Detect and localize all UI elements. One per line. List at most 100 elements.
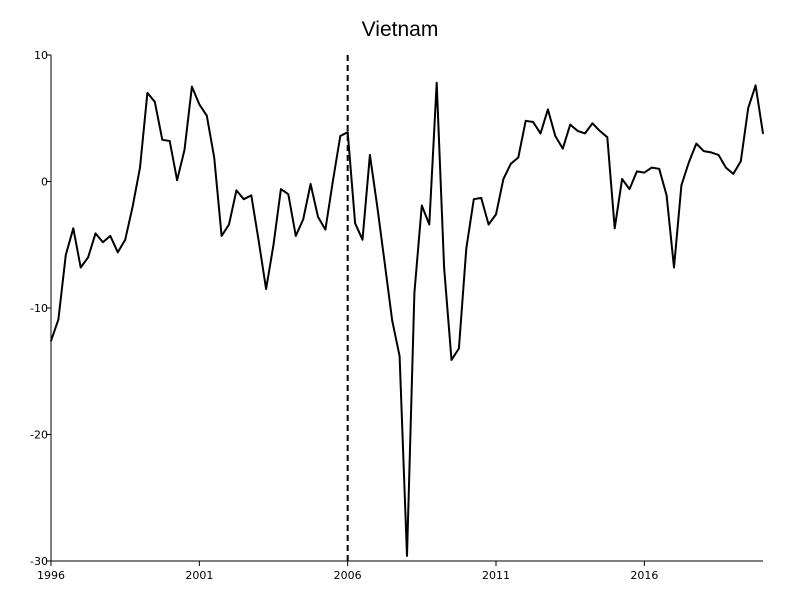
data-point <box>502 178 505 180</box>
data-point <box>50 340 52 342</box>
data-point <box>762 132 764 135</box>
data-point <box>361 238 364 241</box>
data-point <box>168 140 171 142</box>
data-point <box>220 235 223 237</box>
data-point <box>576 130 579 132</box>
data-point <box>228 223 230 226</box>
data-point <box>317 216 319 218</box>
data-point <box>532 121 534 123</box>
data-point <box>606 136 609 138</box>
data-point <box>680 184 683 187</box>
data-point <box>235 189 238 192</box>
x-tick-label: 2016 <box>630 569 658 582</box>
data-point <box>458 347 460 350</box>
data-point <box>176 179 178 181</box>
data-point <box>584 132 586 135</box>
data-point <box>554 135 557 137</box>
y-tick-label: -20 <box>30 429 48 442</box>
data-point <box>665 194 668 197</box>
data-point <box>428 223 431 226</box>
data-point <box>740 160 742 163</box>
data-point <box>480 197 483 199</box>
data-point <box>613 227 616 230</box>
y-tick-label: -30 <box>30 555 48 568</box>
data-point <box>628 188 631 190</box>
chart-title: Vietnam <box>362 18 439 41</box>
data-point <box>109 235 112 237</box>
data-point <box>524 120 527 122</box>
data-points <box>50 82 764 557</box>
data-point <box>643 171 646 174</box>
x-tick-label: 2001 <box>185 569 213 582</box>
data-point <box>725 166 727 169</box>
data-point <box>421 204 423 207</box>
data-point <box>695 142 698 145</box>
data-point <box>539 132 542 135</box>
data-point <box>139 166 141 169</box>
data-point <box>754 84 757 87</box>
data-point <box>562 147 564 150</box>
data-point <box>154 101 156 103</box>
data-point <box>198 103 201 106</box>
data-point <box>384 262 386 265</box>
y-tick-label: 0 <box>41 176 48 189</box>
y-tick-label: 10 <box>34 49 48 62</box>
data-point <box>621 178 623 180</box>
data-point <box>510 163 512 165</box>
data-point <box>72 227 75 230</box>
data-point <box>717 154 720 156</box>
data-point <box>495 213 497 216</box>
data-point <box>250 194 253 197</box>
data-point <box>651 166 653 169</box>
data-point <box>161 139 164 141</box>
data-point <box>272 244 275 246</box>
series-line <box>50 81 764 557</box>
data-point <box>324 228 327 231</box>
data-point <box>413 292 416 294</box>
data-point <box>79 266 82 269</box>
data-point <box>332 180 334 183</box>
data-point <box>354 222 356 224</box>
data-point <box>346 131 349 133</box>
data-point <box>702 150 705 152</box>
data-point <box>146 92 149 94</box>
data-point <box>309 183 312 185</box>
data-point <box>369 154 371 156</box>
data-point <box>302 218 305 221</box>
data-point <box>710 151 712 154</box>
data-point <box>206 114 208 117</box>
data-point <box>450 359 453 361</box>
data-point <box>465 247 468 250</box>
data-point <box>636 170 638 173</box>
data-point <box>191 85 193 88</box>
y-axis: 10 0 -10 -20 -30 <box>30 49 52 568</box>
data-point <box>117 251 119 254</box>
data-point <box>131 206 134 208</box>
data-point <box>287 193 290 195</box>
data-point <box>673 266 675 269</box>
data-point <box>183 149 186 151</box>
data-point <box>295 235 297 237</box>
data-point <box>398 355 401 357</box>
plot-area <box>50 55 764 561</box>
data-point <box>547 108 549 111</box>
y-tick-label: -10 <box>30 302 48 315</box>
data-point <box>280 188 282 190</box>
x-tick-label: 2006 <box>334 569 362 582</box>
data-point <box>376 206 379 208</box>
data-point <box>599 130 601 132</box>
data-point <box>257 240 260 242</box>
data-point <box>569 123 571 126</box>
data-point <box>658 168 660 170</box>
x-tick-label: 1996 <box>37 569 65 582</box>
data-point <box>265 288 267 290</box>
data-point <box>443 266 445 269</box>
data-point <box>243 198 245 200</box>
data-point <box>406 555 408 557</box>
data-point <box>94 232 97 235</box>
data-point <box>65 254 67 256</box>
x-axis: 1996 2001 2006 2011 2016 <box>37 560 763 582</box>
data-point <box>473 198 475 200</box>
data-point <box>591 122 594 125</box>
